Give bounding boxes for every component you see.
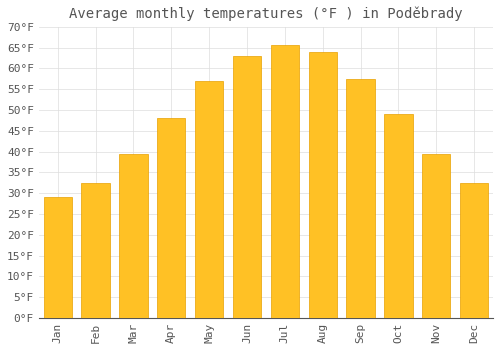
- Bar: [233, 56, 261, 318]
- Bar: [384, 114, 412, 318]
- Bar: [44, 197, 72, 318]
- Title: Average monthly temperatures (°F ) in Poděbrady: Average monthly temperatures (°F ) in Po…: [69, 7, 462, 21]
- Bar: [460, 183, 488, 318]
- Bar: [119, 154, 148, 318]
- Bar: [422, 154, 450, 318]
- Bar: [82, 183, 110, 318]
- Bar: [346, 79, 375, 318]
- Bar: [195, 81, 224, 318]
- Bar: [308, 52, 337, 318]
- Bar: [270, 46, 299, 318]
- Bar: [157, 118, 186, 318]
